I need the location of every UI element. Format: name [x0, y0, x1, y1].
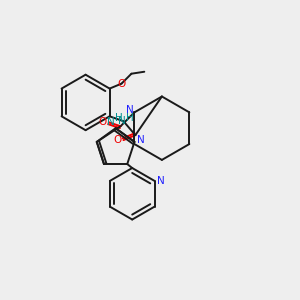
Text: N: N	[126, 105, 134, 116]
Text: N: N	[136, 135, 144, 145]
Text: H: H	[126, 113, 133, 123]
Text: O: O	[99, 117, 107, 127]
Text: H: H	[115, 113, 122, 123]
Text: N: N	[157, 176, 164, 186]
Text: O: O	[113, 135, 122, 145]
Text: O: O	[117, 79, 126, 88]
Text: N: N	[107, 117, 115, 127]
Text: N: N	[118, 116, 125, 126]
